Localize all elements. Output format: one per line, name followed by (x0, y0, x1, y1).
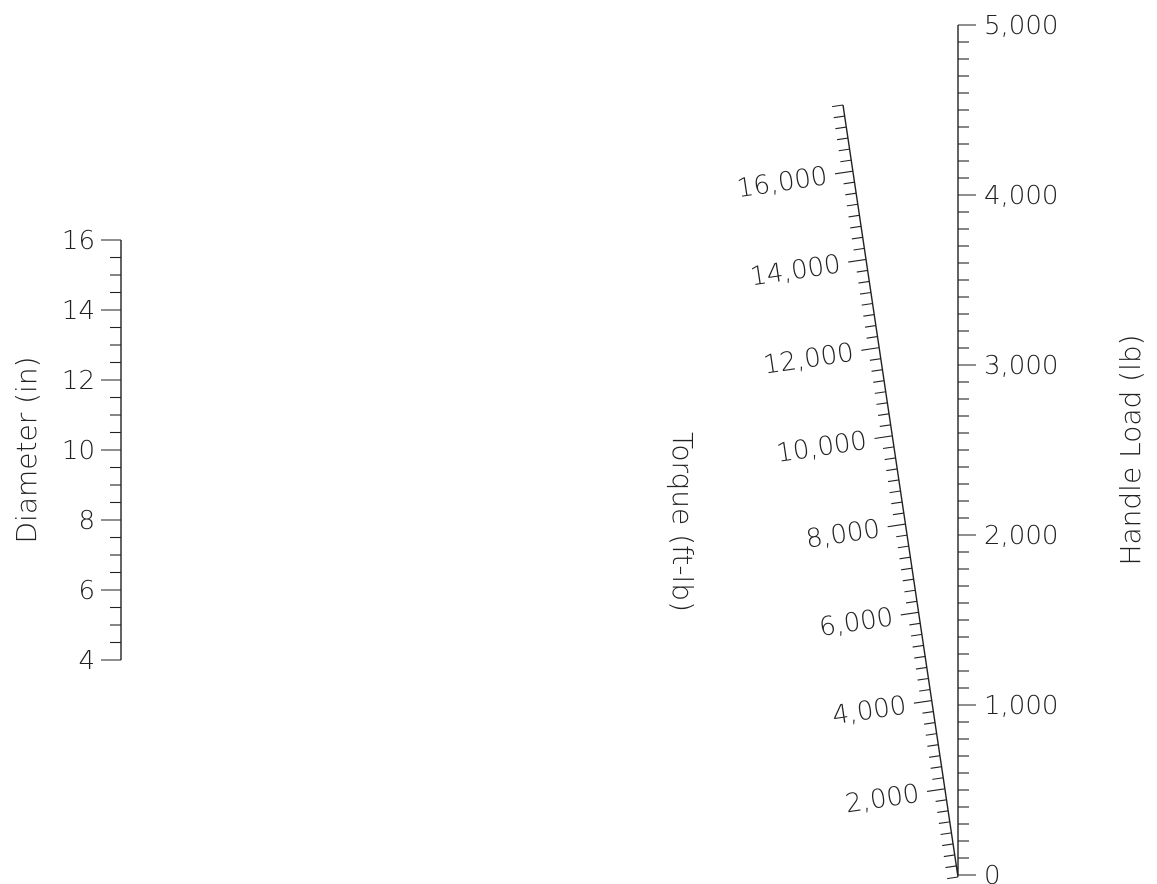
torque-minor-tick (912, 644, 924, 648)
torque-minor-tick (864, 325, 876, 328)
torque-minor-tick (930, 766, 942, 769)
torque-scale: 2,000 4,000 6,000 8,000 10,000 12,000 14,000 16… (735, 104, 959, 880)
torque-minor-tick (874, 391, 886, 394)
torque-minor-tick (928, 755, 941, 758)
torque-tick-label: 10,000 (775, 426, 869, 469)
torque-tick-label: 12,000 (761, 338, 855, 381)
torque-minor-tick (853, 247, 865, 251)
torque-minor-tick (843, 181, 855, 185)
torque-minor-tick (909, 622, 921, 626)
torque-major-tick (874, 435, 893, 440)
torque-tick-label: 6,000 (817, 602, 895, 643)
torque-minor-tick (892, 512, 904, 516)
torque-minor-tick (924, 722, 936, 725)
torque-minor-tick (879, 424, 891, 427)
torque-minor-tick (891, 501, 903, 505)
torque-minor-tick (882, 446, 895, 450)
torque-minor-tick (904, 589, 916, 593)
torque-minor-tick (851, 236, 863, 240)
torque-major-tick (834, 170, 853, 175)
torque-major-tick (848, 258, 867, 263)
handle-load-tick-label: 1,000 (984, 691, 1058, 721)
torque-major-tick (900, 611, 919, 616)
torque-minor-tick (889, 490, 901, 494)
diameter-tick-label: 10 (62, 436, 95, 466)
torque-minor-tick (915, 666, 927, 670)
torque-minor-tick (833, 115, 845, 119)
torque-tick-label: 4,000 (830, 691, 908, 732)
torque-minor-tick (884, 457, 896, 461)
torque-minor-tick (846, 203, 858, 207)
torque-tick-label: 16,000 (735, 161, 829, 204)
handle-load-scale: 0 1,000 2,000 3,000 4,000 5,000 (957, 11, 1058, 884)
torque-minor-tick (940, 832, 952, 836)
torque-minor-tick (838, 148, 850, 152)
torque-major-tick (926, 788, 945, 792)
torque-minor-tick (947, 876, 959, 880)
torque-tick-label: 8,000 (804, 514, 882, 555)
torque-minor-tick (866, 336, 878, 339)
torque-minor-tick (886, 468, 898, 472)
handle-load-tick-label: 4,000 (984, 181, 1058, 211)
torque-minor-tick (856, 269, 868, 273)
torque-minor-tick (938, 821, 950, 825)
torque-minor-tick (914, 655, 926, 659)
torque-tick-label: 14,000 (748, 249, 842, 292)
torque-minor-tick (902, 578, 914, 582)
torque-minor-tick (910, 633, 922, 637)
torque-minor-tick (899, 556, 911, 560)
torque-axis-label: Torque (ft-lb) (666, 432, 699, 612)
torque-minor-tick (917, 677, 929, 681)
diameter-tick-label: 8 (78, 506, 95, 536)
diameter-scale: 4 6 8 10 12 14 16 (62, 226, 122, 676)
torque-minor-tick (897, 545, 909, 549)
torque-minor-tick (905, 600, 918, 604)
torque-minor-tick (896, 534, 908, 538)
torque-minor-tick (945, 865, 957, 869)
torque-minor-tick (840, 159, 852, 163)
diameter-tick-label: 6 (78, 576, 95, 606)
torque-minor-tick (878, 413, 890, 416)
torque-minor-tick (937, 810, 949, 813)
torque-minor-tick (832, 104, 844, 108)
torque-major-tick (861, 347, 880, 351)
torque-minor-tick (836, 137, 849, 141)
torque-major-tick (913, 699, 932, 704)
diameter-tick-label: 14 (62, 296, 95, 326)
torque-minor-tick (861, 302, 873, 306)
handle-load-tick-label: 3,000 (984, 351, 1058, 381)
torque-minor-tick (887, 479, 899, 483)
diameter-axis-label: Diameter (in) (10, 357, 43, 544)
torque-minor-tick (845, 192, 857, 196)
torque-minor-tick (935, 799, 947, 802)
torque-minor-tick (863, 313, 875, 317)
handle-load-tick-label: 0 (984, 861, 1001, 884)
torque-major-tick (887, 523, 906, 528)
torque-minor-tick (943, 854, 955, 858)
torque-minor-tick (932, 777, 944, 780)
handle-load-tick-label: 2,000 (984, 521, 1058, 551)
torque-tick-label: 2,000 (843, 779, 921, 820)
torque-minor-tick (901, 567, 913, 571)
torque-minor-tick (876, 402, 888, 405)
torque-minor-tick (850, 225, 862, 229)
torque-minor-tick (873, 380, 885, 383)
torque-minor-tick (871, 369, 883, 372)
torque-minor-tick (927, 744, 939, 747)
diameter-tick-label: 16 (62, 226, 95, 256)
torque-minor-tick (922, 711, 934, 714)
torque-minor-tick (848, 214, 860, 218)
torque-minor-tick (859, 291, 872, 295)
torque-minor-tick (869, 358, 881, 361)
torque-minor-tick (919, 688, 931, 692)
handle-load-axis-label: Handle Load (lb) (1114, 334, 1147, 565)
torque-minor-tick (858, 280, 870, 284)
diameter-tick-label: 12 (62, 366, 95, 396)
torque-minor-tick (925, 733, 937, 736)
handle-load-tick-label: 5,000 (984, 11, 1058, 41)
torque-minor-tick (835, 126, 847, 130)
diameter-tick-label: 4 (78, 646, 95, 676)
torque-minor-tick (942, 843, 954, 847)
